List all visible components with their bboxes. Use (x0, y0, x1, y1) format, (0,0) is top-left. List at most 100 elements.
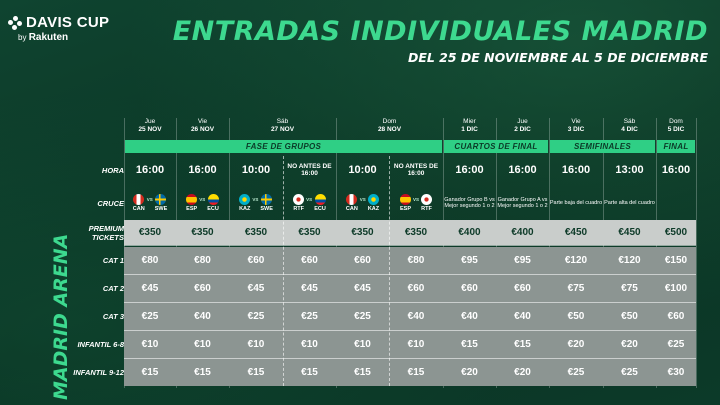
match-description: Parte alta del cuadro (604, 199, 655, 206)
ticket-price: €15 (461, 338, 478, 350)
row-label-cat2: CAT 2 (102, 283, 124, 293)
kaz-flag-icon (239, 194, 251, 205)
page-subtitle: DEL 25 DE NOVIEMBRE AL 5 DE DICIEMBRE (407, 50, 708, 65)
ticket-price: €25 (141, 310, 159, 322)
session-time: NO ANTES DE 16:00 (393, 162, 439, 178)
vs-label: VS (146, 197, 153, 202)
day-of-week: Vie (197, 118, 208, 125)
ticket-price: €60 (667, 310, 685, 322)
session-separator (389, 156, 390, 386)
session-time: 16:00 (455, 164, 484, 176)
price-band (124, 330, 696, 358)
day-date: 26 NOV (190, 125, 215, 133)
phase-header: FINAL (657, 140, 695, 153)
ticket-price: €25 (354, 310, 371, 322)
ticket-price: €10 (354, 338, 371, 350)
ticket-price: €15 (301, 366, 318, 378)
day-header: Vie 3 DIC (549, 118, 603, 136)
session-time: NO ANTES DE 16:00 (287, 162, 332, 178)
session-match: CAN VS KAZ (336, 186, 389, 220)
ticket-price: €120 (618, 255, 641, 266)
day-of-week: Sáb (276, 118, 289, 125)
session-match: RTF VS ECU (283, 186, 336, 220)
ticket-price: €95 (461, 255, 478, 266)
can-flag-icon (346, 194, 358, 205)
match-teams: CAN VS KAZ (346, 194, 379, 212)
day-header: Mier 1 DIC (443, 118, 496, 136)
price-band (124, 247, 696, 274)
day-of-week: Dom (382, 118, 397, 125)
can-flag-icon (133, 194, 145, 205)
brand-sponsor: Rakuten (28, 32, 69, 43)
session-time: 16:00 (135, 164, 165, 176)
match-description: Ganador Grupo A vs Mejor segundo 1 o 2 (497, 196, 548, 210)
ecu-flag-icon (314, 194, 326, 205)
ticket-price: €10 (247, 338, 265, 350)
ticket-price: €25 (667, 338, 685, 350)
ticket-price: €20 (621, 338, 638, 350)
day-header: Dom 5 DIC (656, 118, 696, 136)
session-match: KAZ VS SWE (229, 186, 283, 220)
team-code: KAZ (239, 206, 251, 212)
swe-flag-icon (261, 194, 273, 205)
team-code: ECU (314, 206, 326, 212)
ticket-price: €10 (301, 338, 318, 350)
ticket-price: €50 (567, 310, 585, 322)
team-code: RTF (421, 206, 432, 212)
ticket-price: €500 (664, 227, 688, 238)
session-separator (283, 156, 284, 386)
ticket-price: €350 (351, 227, 374, 238)
team: SWE (155, 194, 167, 212)
ticket-price: €15 (514, 338, 531, 350)
ticket-price: €10 (141, 338, 159, 350)
day-separator (696, 118, 697, 388)
day-of-week: Jue (517, 118, 528, 125)
team-code: ESP (186, 206, 198, 212)
team-code: RTF (293, 206, 305, 212)
price-band (124, 358, 696, 386)
day-header: Jue 2 DIC (496, 118, 549, 136)
team: KAZ (368, 194, 379, 212)
match-teams: ESP VS RTF (399, 194, 433, 212)
row-label-cruce: CRUCE (97, 198, 124, 208)
vs-label: VS (359, 197, 366, 202)
day-date: 27 NOV (270, 125, 295, 133)
match-teams: KAZ VS SWE (239, 194, 273, 212)
ticket-price: €100 (664, 282, 688, 294)
ticket-price: €40 (194, 310, 211, 322)
ticket-price: €30 (667, 366, 685, 378)
ticket-price: €25 (621, 366, 638, 378)
day-header: Vie 26 NOV (176, 118, 229, 136)
team: ECU (314, 194, 326, 212)
ticket-price: €60 (514, 282, 531, 294)
day-header: Sáb 27 NOV (229, 118, 336, 136)
team-code: ECU (207, 206, 219, 212)
ticket-price: €15 (141, 366, 159, 378)
ticket-price: €15 (194, 366, 211, 378)
session-time: 10:00 (241, 164, 271, 176)
session-time: 10:00 (348, 164, 377, 176)
esp-flag-icon (399, 194, 411, 205)
ticket-price: €15 (247, 366, 265, 378)
brand-by: by (18, 33, 27, 42)
ticket-price: €25 (301, 310, 318, 322)
session-time: 16:00 (508, 164, 537, 176)
vs-label: VS (252, 197, 259, 202)
davis-cup-mark-icon (8, 15, 22, 30)
row-separator (124, 358, 696, 359)
team-code: SWE (260, 206, 273, 212)
page-title: ENTRADAS INDIVIDUALES MADRID (172, 16, 708, 47)
ticket-price: €45 (354, 282, 371, 294)
ticket-price: €50 (621, 310, 638, 322)
ticket-price: €15 (407, 366, 425, 378)
day-date: 4 DIC (621, 125, 638, 133)
team-code: CAN (132, 206, 145, 212)
match-teams: ESP VS ECU (186, 194, 219, 212)
vs-label: VS (199, 197, 206, 202)
ticket-price: €60 (247, 255, 265, 266)
rtf-flag-icon (421, 194, 433, 205)
ticket-price: €60 (407, 282, 425, 294)
session-time: 16:00 (561, 164, 591, 176)
team-code: KAZ (367, 206, 380, 212)
ticket-price: €450 (618, 227, 641, 238)
